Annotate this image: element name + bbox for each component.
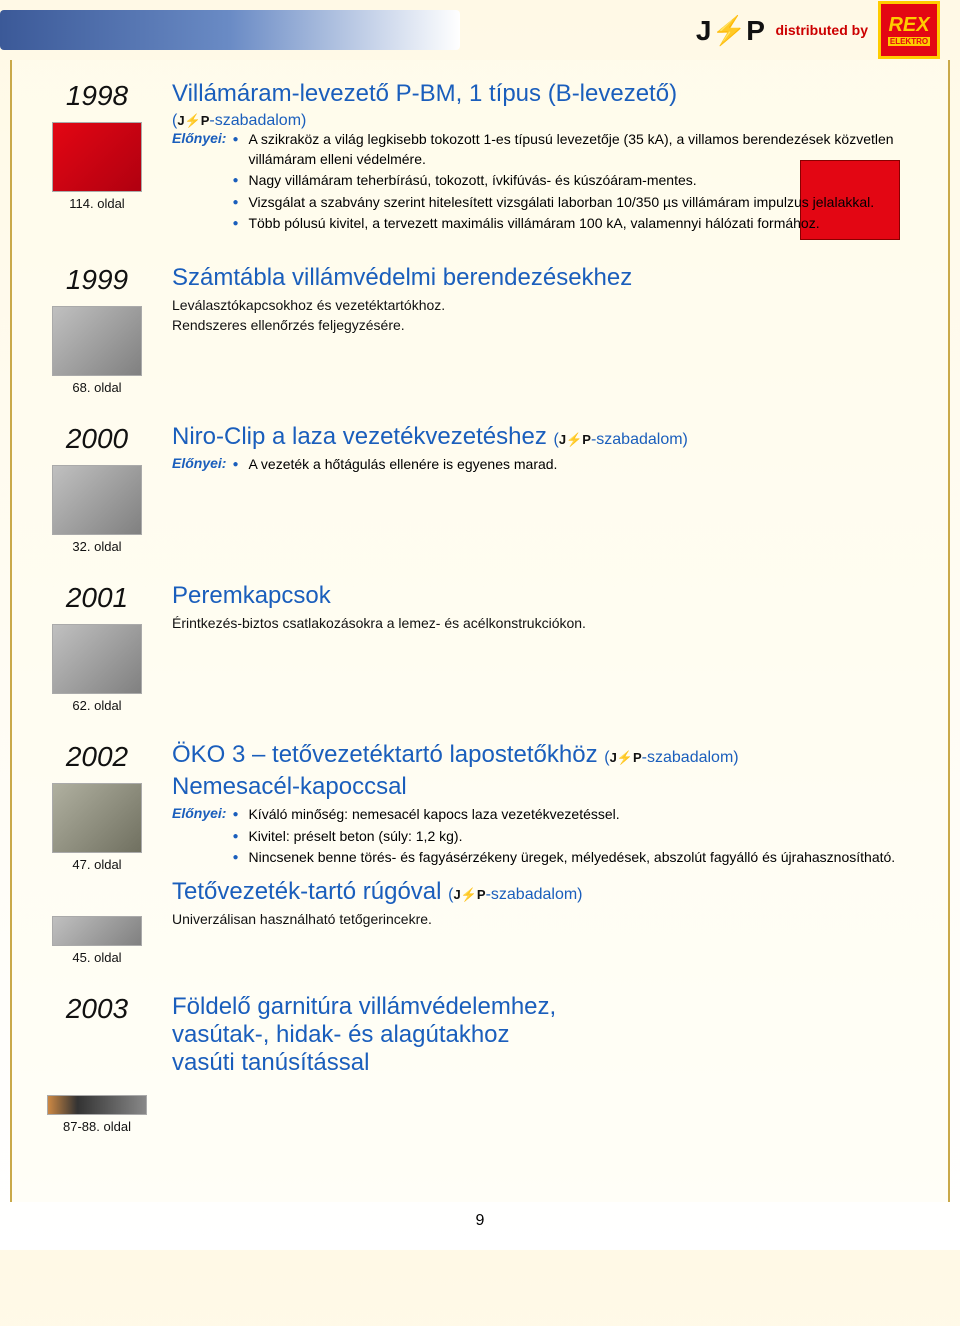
year-1999: 1999 xyxy=(66,264,128,296)
patent-suffix: -szabadalom) xyxy=(486,886,583,903)
elonyei-label: Előnyei: xyxy=(172,455,226,471)
product-thumb xyxy=(52,306,142,376)
bullets-2000: A vezeték a hőtágulás ellenére is egyene… xyxy=(232,455,918,477)
bullet: A szikraköz a világ legkisebb tokozott 1… xyxy=(232,130,918,169)
elonyei-row: Előnyei: Kíváló minőség: nemesacél kapoc… xyxy=(172,805,918,870)
body-1999: Leválasztókapcsokhoz és vezetéktartókhoz… xyxy=(172,296,918,335)
patent-suffix: -szabadalom) xyxy=(642,749,739,766)
entry-left: 2000 32. oldal xyxy=(42,423,152,554)
patent-2002b: (J⚡P-szabadalom) xyxy=(448,886,582,903)
jp-inline-icon: J⚡P xyxy=(453,887,485,903)
product-thumb-2 xyxy=(52,916,142,946)
content-area: 1998 114. oldal Villámáram-levezető P-BM… xyxy=(10,60,950,1202)
entry-2003: 2003 87-88. oldal Földelő garnitúra vill… xyxy=(42,993,918,1134)
patent-suffix: -szabadalom) xyxy=(209,112,306,129)
page-footer: 9 xyxy=(0,1202,960,1250)
bullet: Nagy villámáram teherbírású, tokozott, í… xyxy=(232,171,918,191)
entry-right: Földelő garnitúra villámvédelemhez, vasú… xyxy=(172,993,918,1081)
subtitle-2002: Nemesacél-kapoccsal xyxy=(172,773,918,801)
elonyei-label: Előnyei: xyxy=(172,130,226,146)
product-thumb xyxy=(52,624,142,694)
entry-right: Számtábla villámvédelmi berendezésekhez … xyxy=(172,264,918,335)
elonyei-row: Előnyei: A szikraköz a világ legkisebb t… xyxy=(172,130,918,236)
bullet: Vizsgálat a szabvány szerint hitelesítet… xyxy=(232,193,918,213)
entry-left: 1998 114. oldal xyxy=(42,80,152,211)
product-thumb xyxy=(52,783,142,853)
jp-inline-icon: J⚡P xyxy=(610,750,642,766)
title-2000: Niro-Clip a laza vezetékvezetéshez (J⚡P-… xyxy=(172,423,918,451)
patent-2000: (J⚡P-szabadalom) xyxy=(554,431,688,448)
page-ref-2003: 87-88. oldal xyxy=(63,1119,131,1134)
page-ref-1999: 68. oldal xyxy=(72,380,121,395)
product-thumb xyxy=(52,465,142,535)
title-2001: Peremkapcsok xyxy=(172,582,918,610)
elonyei-label: Előnyei: xyxy=(172,805,226,821)
body-2001: Érintkezés-biztos csatlakozásokra a leme… xyxy=(172,614,918,634)
bullet: Nincsenek benne törés- és fagyásérzékeny… xyxy=(232,848,918,868)
entry-1999: 1999 68. oldal Számtábla villámvédelmi b… xyxy=(42,264,918,395)
entry-1998: 1998 114. oldal Villámáram-levezető P-BM… xyxy=(42,80,918,236)
bullet: Kivitel: préselt beton (súly: 1,2 kg). xyxy=(232,827,918,847)
distributed-label: distributed by xyxy=(775,22,868,38)
page-ref-2000: 32. oldal xyxy=(72,539,121,554)
entry-left: 1999 68. oldal xyxy=(42,264,152,395)
patent-suffix: -szabadalom) xyxy=(591,431,688,448)
year-2002: 2002 xyxy=(66,741,128,773)
elektro-text: ELEKTRO xyxy=(888,37,930,46)
page-ref-1998: 114. oldal xyxy=(69,196,124,211)
page-header: J⚡P distributed by REX ELEKTRO xyxy=(0,0,960,60)
product-thumb xyxy=(52,122,142,192)
page-ref-2002: 47. oldal xyxy=(72,857,121,872)
page-ref-2002b: 45. oldal xyxy=(72,950,121,965)
jp-logo: J⚡P xyxy=(695,10,765,50)
product-thumb xyxy=(47,1095,147,1115)
header-background xyxy=(0,10,460,50)
bullets-1998: A szikraköz a világ legkisebb tokozott 1… xyxy=(232,130,918,236)
bullet: Kíváló minőség: nemesacél kapocs laza ve… xyxy=(232,805,918,825)
year-2003: 2003 xyxy=(66,993,128,1025)
entry-left: 2001 62. oldal xyxy=(42,582,152,713)
title-pre: ÖKO 3 – tetővezetéktartó lapostetőkhöz xyxy=(172,741,604,768)
jp-inline-icon: J⚡P xyxy=(559,432,591,448)
page-ref-2001: 62. oldal xyxy=(72,698,121,713)
entry-2002: 2002 47. oldal 45. oldal ÖKO 3 – tetővez… xyxy=(42,741,918,965)
elonyei-row: Előnyei: A vezeték a hőtágulás ellenére … xyxy=(172,455,918,477)
title2-pre: Tetővezeték-tartó rúgóval xyxy=(172,878,448,905)
bullet: A vezeték a hőtágulás ellenére is egyene… xyxy=(232,455,918,475)
year-2001: 2001 xyxy=(66,582,128,614)
body2-2002: Univerzálisan használható tetőgerincekre… xyxy=(172,910,918,930)
entry-right: Peremkapcsok Érintkezés-biztos csatlakoz… xyxy=(172,582,918,634)
entry-right: Niro-Clip a laza vezetékvezetéshez (J⚡P-… xyxy=(172,423,918,477)
jp-inline-icon: J⚡P xyxy=(177,113,209,129)
bullets-2002: Kíváló minőség: nemesacél kapocs laza ve… xyxy=(232,805,918,870)
rex-logo: REX ELEKTRO xyxy=(878,1,940,59)
title2-2002: Tetővezeték-tartó rúgóval (J⚡P-szabadalo… xyxy=(172,878,918,906)
patent-2002: (J⚡P-szabadalom) xyxy=(604,749,738,766)
title-pre: Niro-Clip a laza vezetékvezetéshez xyxy=(172,423,554,450)
entry-2000: 2000 32. oldal Niro-Clip a laza vezetékv… xyxy=(42,423,918,554)
title-2003: Földelő garnitúra villámvédelemhez, vasú… xyxy=(172,993,918,1077)
entry-right: ÖKO 3 – tetővezetéktartó lapostetőkhöz (… xyxy=(172,741,918,929)
entry-left: 2002 47. oldal 45. oldal xyxy=(42,741,152,965)
year-2000: 2000 xyxy=(66,423,128,455)
entry-left: 2003 87-88. oldal xyxy=(42,993,152,1134)
bullet: Több pólusú kivitel, a tervezett maximál… xyxy=(232,214,918,234)
year-1998: 1998 xyxy=(66,80,128,112)
title-2002: ÖKO 3 – tetővezetéktartó lapostetőkhöz (… xyxy=(172,741,918,769)
page-number: 9 xyxy=(476,1212,485,1229)
title-1998: Villámáram-levezető P-BM, 1 típus (B-lev… xyxy=(172,80,918,108)
rex-text: REX xyxy=(888,14,929,37)
title-1999: Számtábla villámvédelmi berendezésekhez xyxy=(172,264,918,292)
patent-1998: (J⚡P-szabadalom) xyxy=(172,112,918,130)
entry-2001: 2001 62. oldal Peremkapcsok Érintkezés-b… xyxy=(42,582,918,713)
